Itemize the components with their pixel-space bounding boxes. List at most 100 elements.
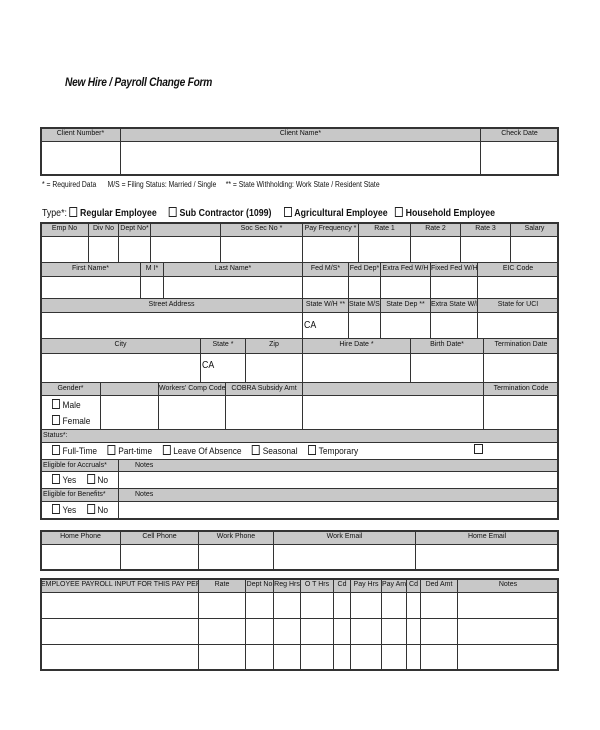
payroll-field[interactable] xyxy=(381,592,407,619)
employee-row2-field[interactable] xyxy=(477,276,559,299)
employee-row4-field[interactable] xyxy=(40,353,201,383)
employee-row2-field[interactable] xyxy=(348,276,381,299)
employee-row3-field[interactable] xyxy=(380,312,431,339)
payroll-field[interactable] xyxy=(273,592,301,619)
employee-row5-field[interactable] xyxy=(158,395,226,430)
payroll-field[interactable] xyxy=(300,618,334,645)
employee-row5-field[interactable] xyxy=(100,395,159,430)
accruals-notes-field[interactable] xyxy=(118,471,559,489)
payroll-field[interactable] xyxy=(457,618,559,645)
payroll-field[interactable] xyxy=(300,644,334,671)
payroll-field[interactable] xyxy=(333,592,351,619)
contact-field[interactable] xyxy=(415,544,559,571)
employee-row4-field[interactable] xyxy=(483,353,559,383)
payroll-field[interactable] xyxy=(406,592,421,619)
status-option[interactable]: Temporary xyxy=(308,445,358,457)
checkbox[interactable] xyxy=(52,504,60,514)
payroll-field[interactable] xyxy=(457,644,559,671)
payroll-field[interactable] xyxy=(333,644,351,671)
employee-row1-field[interactable] xyxy=(302,236,359,263)
client-field[interactable] xyxy=(120,141,481,176)
payroll-field[interactable] xyxy=(420,644,458,671)
gender-option[interactable]: Male xyxy=(52,399,81,411)
payroll-field[interactable] xyxy=(198,618,246,645)
benefits-option[interactable]: Yes xyxy=(52,504,76,516)
employee-row2-field[interactable] xyxy=(302,276,349,299)
employee-row1-field[interactable] xyxy=(40,236,89,263)
payroll-field[interactable] xyxy=(350,592,382,619)
employee-row4-field[interactable] xyxy=(410,353,484,383)
payroll-field[interactable] xyxy=(300,592,334,619)
employee-row1-field[interactable] xyxy=(460,236,511,263)
status-extra-checkbox[interactable] xyxy=(474,444,483,454)
checkbox[interactable] xyxy=(52,474,60,484)
employee-row1-field[interactable] xyxy=(358,236,411,263)
status-option[interactable]: Leave Of Absence xyxy=(162,445,242,457)
contact-field[interactable] xyxy=(198,544,274,571)
checkbox[interactable] xyxy=(52,399,60,409)
status-option[interactable]: Part-time xyxy=(107,445,152,457)
payroll-field[interactable] xyxy=(198,592,246,619)
employee-row1-field[interactable] xyxy=(410,236,461,263)
checkbox[interactable] xyxy=(86,474,95,484)
status-option[interactable]: Full-Time xyxy=(52,445,97,457)
payroll-field[interactable] xyxy=(245,592,274,619)
checkbox[interactable] xyxy=(52,415,60,425)
employee-row2-field[interactable] xyxy=(163,276,303,299)
contact-field[interactable] xyxy=(120,544,199,571)
accruals-option[interactable]: Yes xyxy=(52,474,76,486)
checkbox[interactable] xyxy=(252,445,261,455)
employee-row1-field[interactable] xyxy=(150,236,221,263)
payroll-field[interactable] xyxy=(273,618,301,645)
type-regular-checkbox[interactable] xyxy=(69,207,78,217)
payroll-field[interactable] xyxy=(245,618,274,645)
gender-option[interactable]: Female xyxy=(52,415,90,427)
payroll-field[interactable] xyxy=(245,644,274,671)
checkbox[interactable] xyxy=(162,445,171,455)
employee-row1-field[interactable] xyxy=(510,236,559,263)
payroll-field[interactable] xyxy=(40,644,199,671)
benefits-notes-field[interactable] xyxy=(118,501,559,520)
payroll-field[interactable] xyxy=(457,592,559,619)
employee-row3-field[interactable] xyxy=(477,312,559,339)
payroll-field[interactable] xyxy=(350,618,382,645)
type-subcontractor-checkbox[interactable] xyxy=(168,207,177,217)
employee-row2-field[interactable] xyxy=(430,276,478,299)
checkbox[interactable] xyxy=(107,445,116,455)
employee-row2-field[interactable] xyxy=(380,276,431,299)
employee-row4-field[interactable] xyxy=(302,353,411,383)
employee-row1-field[interactable] xyxy=(118,236,151,263)
client-field[interactable] xyxy=(40,141,121,176)
payroll-field[interactable] xyxy=(350,644,382,671)
employee-row4-field[interactable] xyxy=(200,353,246,383)
contact-field[interactable] xyxy=(273,544,416,571)
payroll-field[interactable] xyxy=(333,618,351,645)
client-field[interactable] xyxy=(480,141,559,176)
payroll-field[interactable] xyxy=(420,618,458,645)
employee-row1-field[interactable] xyxy=(220,236,303,263)
payroll-field[interactable] xyxy=(406,644,421,671)
payroll-field[interactable] xyxy=(40,592,199,619)
employee-row5-field[interactable] xyxy=(225,395,303,430)
type-agricultural-checkbox[interactable] xyxy=(283,207,292,217)
employee-row2-field[interactable] xyxy=(40,276,141,299)
employee-row1-field[interactable] xyxy=(88,236,119,263)
employee-row3-field[interactable] xyxy=(430,312,478,339)
checkbox[interactable] xyxy=(308,445,317,455)
contact-field[interactable] xyxy=(40,544,121,571)
accruals-option[interactable]: No xyxy=(86,474,108,486)
employee-row4-field[interactable] xyxy=(245,353,303,383)
payroll-field[interactable] xyxy=(40,618,199,645)
payroll-field[interactable] xyxy=(198,644,246,671)
employee-row3-field[interactable] xyxy=(348,312,381,339)
status-option[interactable]: Seasonal xyxy=(252,445,298,457)
checkbox[interactable] xyxy=(52,445,60,455)
payroll-field[interactable] xyxy=(273,644,301,671)
checkbox[interactable] xyxy=(86,504,95,514)
employee-row2-field[interactable] xyxy=(140,276,164,299)
benefits-option[interactable]: No xyxy=(86,504,108,516)
employee-row5-field[interactable] xyxy=(302,395,484,430)
payroll-field[interactable] xyxy=(381,644,407,671)
employee-row5-field[interactable] xyxy=(483,395,559,430)
type-household-checkbox[interactable] xyxy=(395,207,403,217)
